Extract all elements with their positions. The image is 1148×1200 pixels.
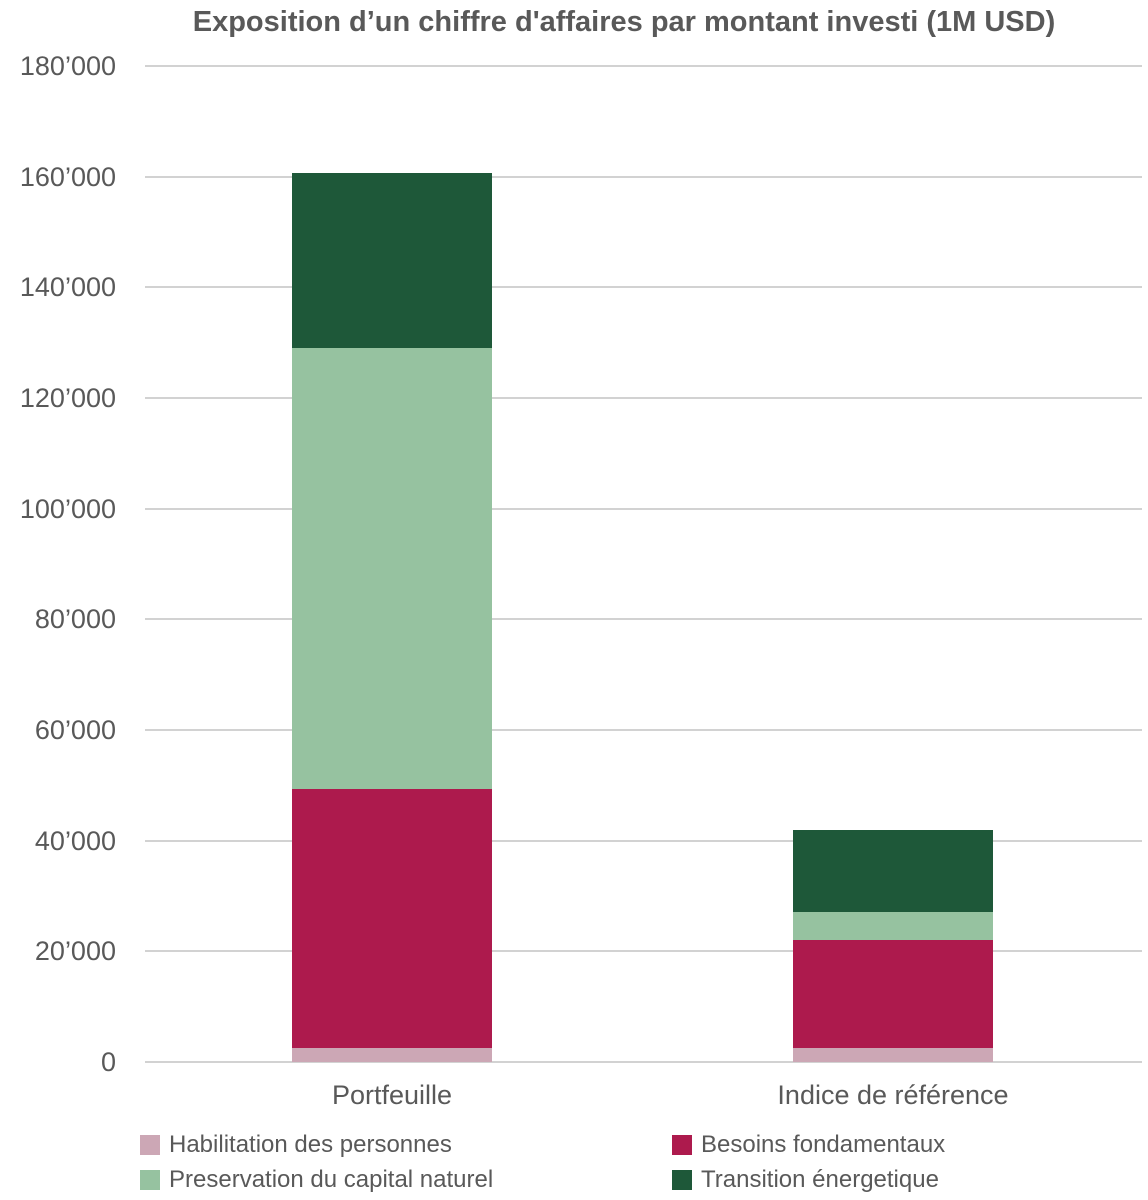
legend-item-2: Preservation du capital naturel: [140, 1166, 672, 1193]
gridline-160000: [145, 175, 1142, 178]
bar-segment: [793, 1048, 993, 1062]
legend-label: Preservation du capital naturel: [169, 1166, 494, 1193]
ytick-label-140000: 140’000: [19, 272, 116, 303]
legend-label: Besoins fondamentaux: [701, 1131, 946, 1158]
ytick-label-0: 0: [100, 1047, 116, 1077]
gridline-20000: [145, 950, 1142, 953]
legend-swatch-icon: [140, 1170, 160, 1190]
gridline-40000: [145, 839, 1142, 842]
legend: Habilitation des personnes Besoins fondam…: [140, 1131, 1140, 1193]
gridline-80000: [145, 618, 1142, 621]
bar-segment: [292, 347, 492, 790]
gridline-180000: [145, 65, 1142, 67]
x-axis-label-indice: Indice de référence: [777, 1080, 1009, 1110]
legend-item-0: Habilitation des personnes: [140, 1131, 672, 1158]
ytick-label-100000: 100’000: [19, 493, 116, 524]
ytick-label-60000: 60’000: [34, 715, 116, 745]
bar-segment: [292, 789, 492, 1049]
legend-label: Habilitation des personnes: [169, 1131, 452, 1158]
legend-item-1: Besoins fondamentaux: [672, 1131, 1140, 1158]
bar-portfeuille: [292, 173, 492, 1062]
legend-swatch-icon: [672, 1135, 692, 1155]
plot-area: [145, 65, 1142, 1063]
ytick-label-180000: 180’000: [19, 51, 116, 81]
legend-swatch-icon: [140, 1135, 160, 1155]
bar-segment: [292, 173, 492, 348]
x-axis-label-portfeuille: Portfeuille: [331, 1080, 453, 1110]
bar-segment: [793, 829, 993, 912]
ytick-label-20000: 20’000: [34, 936, 116, 967]
ytick-label-120000: 120’000: [19, 383, 116, 413]
gridline-100000: [145, 507, 1142, 510]
bar-segment: [292, 1048, 492, 1062]
chart-title: Exposition d’un chiffre d'affaires par m…: [192, 6, 1056, 38]
legend-item-3: Transition énergetique: [672, 1166, 1140, 1193]
gridline-140000: [145, 286, 1142, 289]
bar-indice: [793, 829, 993, 1062]
legend-swatch-icon: [672, 1170, 692, 1190]
gridline-120000: [145, 397, 1142, 399]
ytick-label-40000: 40’000: [34, 825, 116, 856]
ytick-label-80000: 80’000: [34, 604, 116, 635]
legend-label: Transition énergetique: [701, 1166, 939, 1193]
gridline-0: [145, 1061, 1142, 1063]
bar-segment: [793, 911, 993, 941]
gridline-60000: [145, 729, 1142, 731]
ytick-label-160000: 160’000: [19, 161, 116, 192]
bar-segment: [793, 940, 993, 1049]
